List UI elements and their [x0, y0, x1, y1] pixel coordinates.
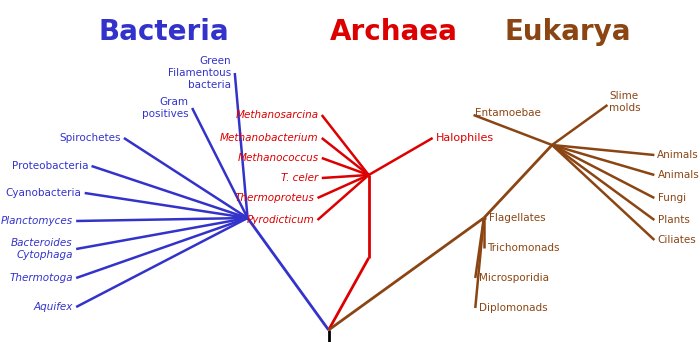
Text: Halophiles: Halophiles: [436, 133, 494, 143]
Text: Diplomonads: Diplomonads: [479, 303, 547, 313]
Text: Aquifex: Aquifex: [34, 302, 73, 312]
Text: Planctomyces: Planctomyces: [1, 216, 73, 226]
Text: Thermoproteus: Thermoproteus: [234, 193, 314, 203]
Text: Gram
positives: Gram positives: [142, 97, 189, 119]
Text: Archaea: Archaea: [330, 18, 458, 46]
Text: Animals: Animals: [657, 150, 699, 160]
Text: Entamoebae: Entamoebae: [475, 108, 541, 118]
Text: Microsporidia: Microsporidia: [479, 273, 549, 283]
Text: Bacteria: Bacteria: [99, 18, 230, 46]
Text: Ciliates: Ciliates: [658, 235, 696, 245]
Text: Thermotoga: Thermotoga: [9, 273, 73, 283]
Text: Eukarya: Eukarya: [504, 18, 631, 46]
Text: Bacteroides
Cytophaga: Bacteroides Cytophaga: [11, 238, 73, 260]
Text: Green
Filamentous
bacteria: Green Filamentous bacteria: [168, 56, 232, 90]
Text: Trichomonads: Trichomonads: [487, 243, 560, 253]
Text: Flagellates: Flagellates: [489, 213, 545, 223]
Text: Plants: Plants: [658, 215, 690, 225]
Text: Slime
molds: Slime molds: [609, 91, 640, 113]
Text: Spirochetes: Spirochetes: [59, 133, 120, 143]
Text: Fungi: Fungi: [658, 193, 686, 203]
Text: Proteobacteria: Proteobacteria: [12, 161, 88, 171]
Text: Animals: Animals: [658, 170, 699, 180]
Text: Methanobacterium: Methanobacterium: [220, 133, 318, 143]
Text: T. celer: T. celer: [281, 173, 318, 183]
Text: Methanococcus: Methanococcus: [237, 153, 318, 163]
Text: Pyrodicticum: Pyrodicticum: [246, 215, 314, 225]
Text: Methanosarcina: Methanosarcina: [235, 110, 318, 120]
Text: Cyanobacteria: Cyanobacteria: [6, 188, 81, 198]
